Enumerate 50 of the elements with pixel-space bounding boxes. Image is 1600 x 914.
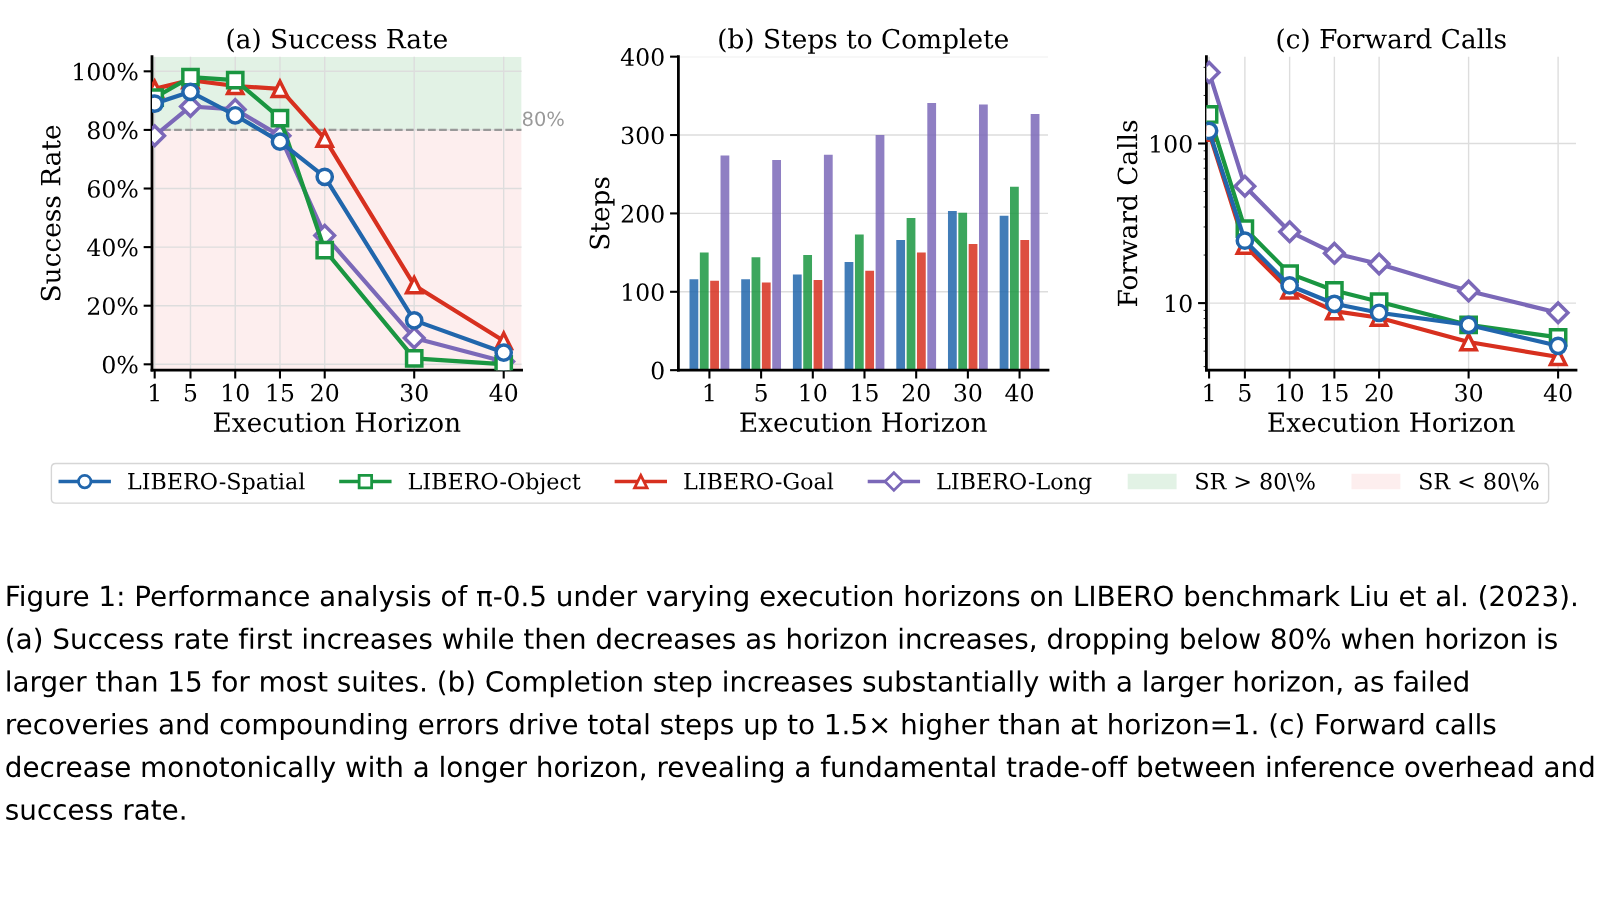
y-axis-title: Steps <box>589 177 615 249</box>
legend-label: SR > 80\% <box>1196 472 1315 492</box>
y-tick-label: 20% <box>87 297 138 316</box>
y-axis-title: Success Rate <box>40 125 61 301</box>
x-tick-label: 20 <box>1365 383 1393 402</box>
legend-label: LIBERO-Goal <box>684 472 834 490</box>
x-axis-title: Execution Horizon <box>740 412 987 433</box>
x-tick-label: 15 <box>267 383 294 402</box>
legend-label: LIBERO-Object <box>408 472 581 495</box>
x-tick-label: 30 <box>954 383 982 402</box>
x-tick-label: 10 <box>223 383 249 402</box>
chart-title: (c) Forward Calls <box>1277 28 1506 53</box>
x-axis-title: Execution Horizon <box>1268 412 1515 433</box>
y-tick-label: 80% <box>87 121 138 140</box>
x-tick-label: 20 <box>902 383 930 402</box>
y-tick-label: 200 <box>621 204 664 223</box>
y-tick-label: 40% <box>87 238 138 257</box>
x-tick-label: 30 <box>1455 383 1483 402</box>
y-tick-label: 60% <box>87 179 138 198</box>
x-tick-label: 1 <box>150 383 159 402</box>
y-tick-label: 100 <box>1151 134 1192 153</box>
x-tick-label: 15 <box>852 383 878 402</box>
legend-label: SR < 80\% <box>1420 472 1539 492</box>
y-axis-title: Forward Calls <box>1117 120 1138 306</box>
x-tick-label: 40 <box>1543 383 1572 402</box>
y-tick-label: 0% <box>102 355 138 374</box>
caption: Figure 1: Performance analysis of π-0.5 under varying execution horizons on LIBERO benchmark Liu et al. (2023). (a) Success rate first increases while then decreases as horizon increases, dropping below 80% when horizon is larger than 15 for most suites. (b) Completion step increases substantially with a larger horizon, as failed recoveries and compounding errors drive total steps up to 1.5× higher than at horizon=1. (c) Forward calls decrease monotonically with a longer horizon, revealing a fundamental trade-off between inference overhead and success rate. <box>6 584 1594 821</box>
x-tick-label: 5 <box>755 384 767 402</box>
ref-line-label: 80% <box>522 111 564 127</box>
x-tick-label: 15 <box>1322 383 1348 402</box>
y-tick-label: 100% <box>74 62 138 81</box>
chart-title: (b) Steps to Complete <box>719 28 1008 54</box>
x-tick-label: 20 <box>311 383 339 402</box>
x-tick-label: 5 <box>184 384 197 402</box>
y-tick-label: 300 <box>621 126 664 145</box>
x-tick-label: 1 <box>704 383 714 402</box>
x-tick-label: 1 <box>1204 383 1214 402</box>
x-tick-label: 30 <box>400 383 428 402</box>
x-axis-title: Execution Horizon <box>213 412 461 433</box>
y-tick-label: 0 <box>651 361 664 380</box>
x-tick-label: 10 <box>800 383 827 402</box>
x-tick-label: 40 <box>489 383 518 402</box>
x-tick-label: 5 <box>1239 384 1251 402</box>
y-tick-label: 100 <box>623 283 664 302</box>
legend-label: LIBERO-Long <box>937 472 1092 495</box>
x-tick-label: 10 <box>1277 383 1304 402</box>
legend-label: LIBERO-Spatial <box>128 472 305 494</box>
y-tick-label: 400 <box>620 48 664 66</box>
x-tick-label: 40 <box>1005 383 1034 402</box>
chart-title: (a) Success Rate <box>227 28 447 53</box>
